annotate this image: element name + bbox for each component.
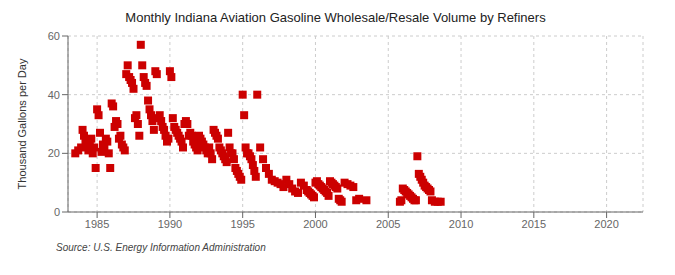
svg-text:2010: 2010 [449, 218, 473, 230]
svg-text:1985: 1985 [85, 218, 109, 230]
svg-text:1995: 1995 [230, 218, 254, 230]
svg-text:1990: 1990 [158, 218, 182, 230]
svg-text:Thousand Gallons per Day: Thousand Gallons per Day [16, 58, 28, 189]
html-text:Source: U.S. Energy Informatio: Source: U.S. Energy Information Administ… [56, 242, 266, 253]
svg-text:2020: 2020 [594, 218, 618, 230]
svg-text:0: 0 [54, 206, 60, 218]
svg-text:2015: 2015 [522, 218, 546, 230]
html-text:Monthly Indiana Aviation Gasol: Monthly Indiana Aviation Gasoline Wholes… [125, 10, 546, 25]
svg-text:2005: 2005 [376, 218, 400, 230]
svg-text:60: 60 [48, 30, 60, 42]
svg-text:20: 20 [48, 147, 60, 159]
svg-text:2000: 2000 [303, 218, 327, 230]
svg-text:40: 40 [48, 89, 60, 101]
